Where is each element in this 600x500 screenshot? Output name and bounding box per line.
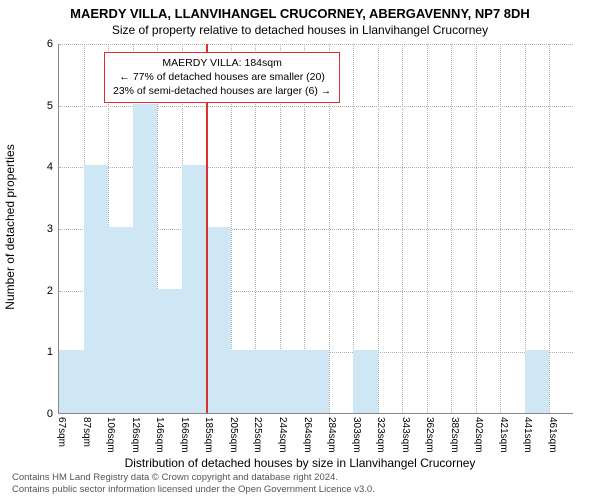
gridline-v — [500, 44, 501, 413]
x-tick: 67sqm — [56, 417, 67, 447]
x-tick: 126sqm — [130, 417, 141, 453]
gridline-v — [378, 44, 379, 413]
histogram-bar — [255, 350, 280, 413]
histogram-bar — [133, 104, 158, 413]
x-axis-label: Distribution of detached houses by size … — [0, 456, 600, 470]
histogram-bar — [353, 350, 378, 413]
x-tick: 166sqm — [179, 417, 190, 453]
gridline-h — [59, 44, 573, 45]
x-tick: 323sqm — [375, 417, 386, 453]
histogram-bar — [231, 350, 256, 413]
x-tick: 205sqm — [228, 417, 239, 453]
legend-line-1: MAERDY VILLA: 184sqm — [113, 56, 331, 70]
gridline-v — [451, 44, 452, 413]
x-tick: 106sqm — [105, 417, 116, 453]
legend-line-2: ← 77% of detached houses are smaller (20… — [113, 70, 331, 84]
plot-region: 012345667sqm87sqm106sqm126sqm146sqm166sq… — [58, 44, 573, 414]
chart-title: MAERDY VILLA, LLANVIHANGEL CRUCORNEY, AB… — [0, 0, 600, 21]
x-tick: 87sqm — [81, 417, 92, 447]
y-tick: 6 — [47, 38, 59, 50]
histogram-bar — [280, 350, 305, 413]
histogram-bar — [182, 165, 207, 413]
y-axis-label: Number of detached properties — [3, 144, 17, 309]
histogram-bar — [157, 289, 182, 413]
histogram-bar — [59, 350, 84, 413]
x-tick: 303sqm — [351, 417, 362, 453]
x-tick: 421sqm — [498, 417, 509, 453]
gridline-v — [427, 44, 428, 413]
gridline-v — [402, 44, 403, 413]
x-tick: 402sqm — [473, 417, 484, 453]
gridline-v — [549, 44, 550, 413]
footer-line-2: Contains public sector information licen… — [12, 484, 375, 496]
x-tick: 461sqm — [547, 417, 558, 453]
y-tick: 1 — [47, 346, 59, 358]
x-tick: 264sqm — [302, 417, 313, 453]
x-tick: 441sqm — [522, 417, 533, 453]
footer-line-1: Contains HM Land Registry data © Crown c… — [12, 472, 375, 484]
legend-box: MAERDY VILLA: 184sqm← 77% of detached ho… — [104, 52, 340, 103]
histogram-bar — [304, 350, 329, 413]
x-tick: 225sqm — [252, 417, 263, 453]
footer-attribution: Contains HM Land Registry data © Crown c… — [12, 472, 375, 496]
histogram-bar — [84, 165, 109, 413]
legend-line-3: 23% of semi-detached houses are larger (… — [113, 84, 331, 98]
y-tick: 3 — [47, 223, 59, 235]
x-tick: 284sqm — [326, 417, 337, 453]
x-tick: 343sqm — [400, 417, 411, 453]
x-tick: 146sqm — [154, 417, 165, 453]
chart-subtitle: Size of property relative to detached ho… — [0, 21, 600, 37]
x-tick: 382sqm — [449, 417, 460, 453]
chart-area: 012345667sqm87sqm106sqm126sqm146sqm166sq… — [58, 44, 573, 414]
histogram-bar — [108, 227, 133, 413]
y-tick: 2 — [47, 285, 59, 297]
x-tick: 185sqm — [203, 417, 214, 453]
x-tick: 244sqm — [277, 417, 288, 453]
gridline-v — [476, 44, 477, 413]
chart-container: MAERDY VILLA, LLANVIHANGEL CRUCORNEY, AB… — [0, 0, 600, 500]
histogram-bar — [206, 227, 231, 413]
histogram-bar — [525, 350, 550, 413]
x-tick: 362sqm — [424, 417, 435, 453]
y-tick: 5 — [47, 100, 59, 112]
y-tick: 4 — [47, 161, 59, 173]
